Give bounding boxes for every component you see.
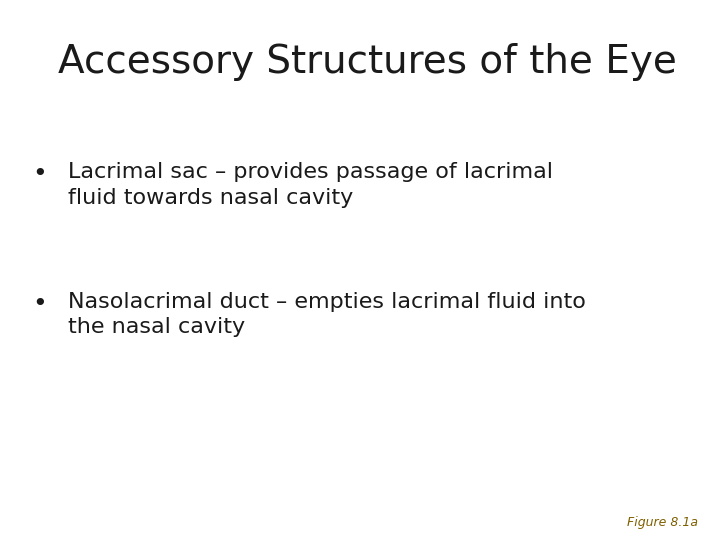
- Text: Figure 8.1a: Figure 8.1a: [627, 516, 698, 529]
- Text: Accessory Structures of the Eye: Accessory Structures of the Eye: [58, 43, 677, 81]
- Text: •: •: [32, 162, 47, 186]
- Text: Nasolacrimal duct – empties lacrimal fluid into
the nasal cavity: Nasolacrimal duct – empties lacrimal flu…: [68, 292, 586, 337]
- Text: Lacrimal sac – provides passage of lacrimal
fluid towards nasal cavity: Lacrimal sac – provides passage of lacri…: [68, 162, 554, 207]
- Text: •: •: [32, 292, 47, 315]
